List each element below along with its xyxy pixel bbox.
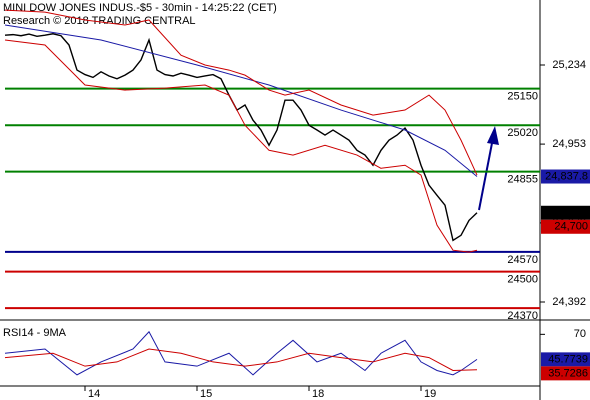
level-label: 24370	[507, 310, 538, 322]
value-box	[541, 205, 590, 220]
y-tick-label: 24,953	[552, 138, 586, 150]
value-box-label: 45.7739	[548, 353, 588, 365]
chart-title: MINI DOW JONES INDUS.-$5 - 30min - 14:25…	[3, 2, 277, 14]
value-box	[541, 219, 590, 234]
series-line	[4, 24, 478, 177]
forecast-arrow	[478, 137, 494, 211]
y-tick-label: 24,392	[552, 296, 586, 308]
value-box-label: 24,837.8	[545, 170, 588, 182]
value-box	[541, 366, 590, 381]
value-box-label: 24,709	[554, 207, 588, 219]
rsi-title: RSI14 - 9MA	[3, 327, 67, 339]
level-label: 24500	[507, 273, 538, 285]
chart-subtitle: Research © 2018 TRADING CENTRAL	[3, 15, 196, 27]
x-tick-label: 14	[88, 388, 100, 400]
series-line	[4, 33, 478, 242]
y-tick-label: 70	[574, 328, 586, 340]
x-tick-label: 18	[312, 388, 324, 400]
series-line	[4, 9, 478, 176]
x-tick-label: 19	[424, 388, 436, 400]
level-label: 25150	[507, 91, 538, 103]
y-tick-label: 25,234	[552, 59, 586, 71]
arrow-head	[487, 126, 499, 145]
level-label: 24855	[507, 174, 538, 186]
series-line	[4, 39, 478, 253]
level-label: 24570	[507, 254, 538, 266]
series-line	[4, 348, 478, 372]
value-box-label: 24,700	[554, 221, 588, 233]
x-tick-label: 15	[200, 388, 212, 400]
value-box-label: 35.7286	[548, 367, 588, 379]
value-box	[541, 352, 590, 367]
value-box	[541, 169, 590, 184]
series-line	[4, 330, 478, 376]
level-label: 25020	[507, 127, 538, 139]
